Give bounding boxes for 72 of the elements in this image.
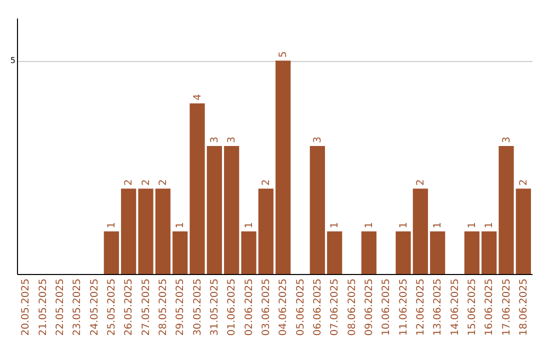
x-tick-label: 22.05.2025 <box>54 278 66 336</box>
x-tick-label: 05.06.2025 <box>295 278 306 336</box>
x-tick-label: 09.06.2025 <box>364 278 375 336</box>
bar <box>516 188 531 274</box>
x-tick-label: 02.06.2025 <box>244 278 255 336</box>
x-tick-label: 11.06.2025 <box>398 278 410 336</box>
bar <box>498 146 514 274</box>
bar <box>396 231 411 274</box>
data-label: 2 <box>415 179 426 186</box>
data-label: 1 <box>106 222 118 228</box>
data-label: 1 <box>466 222 478 228</box>
x-tick-label: 14.06.2025 <box>450 278 461 336</box>
bar <box>172 231 188 274</box>
bar <box>464 231 480 274</box>
x-tick-label: 07.06.2025 <box>330 278 341 336</box>
bar <box>190 103 205 274</box>
data-label: 1 <box>364 222 375 228</box>
x-tick-label: 16.06.2025 <box>484 278 496 336</box>
x-tick-label: 26.05.2025 <box>124 278 135 336</box>
data-label: 4 <box>192 94 204 100</box>
data-label: 1 <box>398 222 410 228</box>
bar <box>104 231 119 274</box>
data-label: 2 <box>140 179 152 186</box>
x-tick-label: 20.05.2025 <box>20 278 32 336</box>
bar <box>412 188 428 274</box>
x-tick-label: 31.05.2025 <box>209 278 220 336</box>
data-label: 1 <box>175 222 186 228</box>
x-tick-label: 23.05.2025 <box>72 278 84 336</box>
data-label: 2 <box>518 179 530 186</box>
bar <box>258 188 274 274</box>
x-tick-label: 06.06.2025 <box>312 278 324 336</box>
x-tick-label: 17.06.2025 <box>501 278 512 336</box>
data-label: 2 <box>124 179 135 186</box>
x-tick-label: 13.06.2025 <box>432 278 444 336</box>
x-tick-label: 24.05.2025 <box>89 278 100 336</box>
x-tick-label: 08.06.2025 <box>346 278 358 336</box>
bar <box>206 146 222 274</box>
x-tick-label: 03.06.2025 <box>260 278 272 336</box>
data-label: 2 <box>158 179 169 186</box>
data-label: 5 <box>278 51 290 58</box>
bar <box>241 231 256 274</box>
bar <box>121 188 136 274</box>
x-tick-label: 30.05.2025 <box>192 278 204 336</box>
x-tick-label: 12.06.2025 <box>415 278 426 336</box>
data-label: 1 <box>432 222 444 228</box>
bar <box>430 231 446 274</box>
bar <box>310 146 325 274</box>
x-tick-label: 21.05.2025 <box>38 278 49 336</box>
data-label: 3 <box>209 136 220 143</box>
bar <box>155 188 170 274</box>
bar <box>361 231 376 274</box>
x-tick-label: 15.06.2025 <box>466 278 478 336</box>
x-tick-label: 18.06.2025 <box>518 278 530 336</box>
bar <box>138 188 154 274</box>
data-label: 1 <box>484 222 496 228</box>
data-label: 1 <box>244 222 255 228</box>
x-tick-label: 29.05.2025 <box>175 278 186 336</box>
bar <box>482 231 497 274</box>
x-tick-label: 01.06.2025 <box>226 278 238 336</box>
data-label: 1 <box>330 222 341 228</box>
bar <box>276 60 291 274</box>
data-label: 3 <box>226 136 238 143</box>
x-tick-label: 25.05.2025 <box>106 278 118 336</box>
x-tick-label: 28.05.2025 <box>158 278 169 336</box>
bar <box>327 231 342 274</box>
bar <box>224 146 240 274</box>
data-label: 3 <box>501 136 512 143</box>
x-tick-label: 04.06.2025 <box>278 278 290 336</box>
data-label: 3 <box>312 136 324 143</box>
data-label: 2 <box>260 179 272 186</box>
x-tick-label: 10.06.2025 <box>381 278 392 336</box>
x-tick-label: 27.05.2025 <box>140 278 152 336</box>
